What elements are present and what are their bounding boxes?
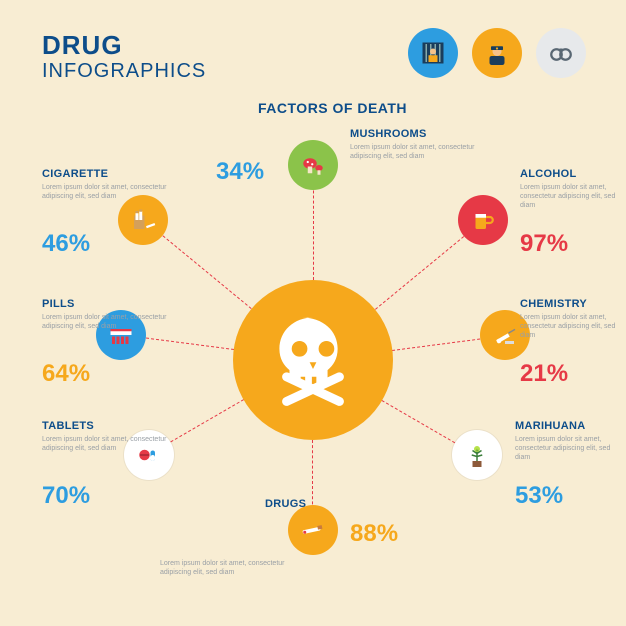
mushrooms-desc-text: Lorem ipsum dolor sit amet, consectetur … [350, 144, 480, 162]
chemistry-desc: Lorem ipsum dolor sit amet, consectetur … [520, 314, 626, 340]
chemistry-desc-text: Lorem ipsum dolor sit amet, consectetur … [520, 314, 626, 340]
prisoner-icon [408, 28, 458, 78]
mushrooms-percent: 34% [216, 158, 264, 186]
infographic-page: DRUG INFOGRAPHICS FACTORS OF DEATH MUSHR… [0, 0, 626, 626]
tablets-desc: Lorem ipsum dolor sit amet, consectetur … [42, 436, 172, 454]
marihuana-desc-text: Lorem ipsum dolor sit amet, consectetur … [515, 436, 626, 462]
tablets-pct-text: 70% [42, 482, 90, 510]
marihuana-label: MARIHUANA [515, 420, 586, 432]
tablets-desc-text: Lorem ipsum dolor sit amet, consectetur … [42, 436, 172, 454]
cigarette-desc: Lorem ipsum dolor sit amet, consectetur … [42, 184, 172, 202]
marihuana-label-text: MARIHUANA [515, 420, 586, 432]
drugs-percent: 88% [350, 520, 398, 548]
drugs-label: DRUGS [265, 498, 306, 510]
mushrooms-label-text: MUSHROOMS [350, 128, 427, 140]
police-icon [472, 28, 522, 78]
pills-pct-text: 64% [42, 360, 90, 388]
alcohol-pct-text: 97% [520, 230, 568, 258]
title-line2: INFOGRAPHICS [42, 60, 206, 83]
mushrooms-desc: Lorem ipsum dolor sit amet, consectetur … [350, 144, 480, 162]
marihuana-desc: Lorem ipsum dolor sit amet, consectetur … [515, 436, 626, 462]
chemistry-percent: 21% [520, 360, 568, 388]
pills-label: PILLS [42, 298, 75, 310]
pills-label-text: PILLS [42, 298, 75, 310]
skull-icon [257, 304, 369, 416]
pills-desc-text: Lorem ipsum dolor sit amet, consectetur … [42, 314, 172, 332]
mushrooms-pct-text: 34% [216, 158, 264, 186]
alcohol-icon [458, 195, 508, 245]
marihuana-percent: 53% [515, 482, 563, 510]
chemistry-label: CHEMISTRY [520, 298, 587, 310]
cigarette-percent: 46% [42, 230, 90, 258]
mushrooms-label: MUSHROOMS [350, 128, 427, 140]
center-skull [233, 280, 393, 440]
cigarette-desc-text: Lorem ipsum dolor sit amet, consectetur … [42, 184, 172, 202]
drugs-pct-text: 88% [350, 520, 398, 548]
tablets-label: TABLETS [42, 420, 94, 432]
tablets-label-text: TABLETS [42, 420, 94, 432]
alcohol-desc-text: Lorem ipsum dolor sit amet, consectetur … [520, 184, 626, 210]
chemistry-label-text: CHEMISTRY [520, 298, 587, 310]
alcohol-label-text: ALCOHOL [520, 168, 576, 180]
drugs-label-text: DRUGS [265, 498, 306, 510]
pills-desc: Lorem ipsum dolor sit amet, consectetur … [42, 314, 172, 332]
drugs-desc: Lorem ipsum dolor sit amet, consectetur … [160, 560, 290, 578]
alcohol-percent: 97% [520, 230, 568, 258]
mushrooms-icon [288, 140, 338, 190]
cigarette-pct-text: 46% [42, 230, 90, 258]
tablets-percent: 70% [42, 482, 90, 510]
pills-percent: 64% [42, 360, 90, 388]
drugs-desc-text: Lorem ipsum dolor sit amet, consectetur … [160, 560, 290, 578]
title-line1: DRUG [42, 30, 123, 61]
cigarette-label: CIGARETTE [42, 168, 108, 180]
alcohol-label: ALCOHOL [520, 168, 576, 180]
cigarette-icon [118, 195, 168, 245]
alcohol-desc: Lorem ipsum dolor sit amet, consectetur … [520, 184, 626, 210]
handcuffs-icon [536, 28, 586, 78]
drugs-icon [288, 505, 338, 555]
chemistry-pct-text: 21% [520, 360, 568, 388]
subtitle: FACTORS OF DEATH [258, 100, 407, 116]
marihuana-icon: ☠ [452, 430, 502, 480]
cigarette-label-text: CIGARETTE [42, 168, 108, 180]
marihuana-pct-text: 53% [515, 482, 563, 510]
